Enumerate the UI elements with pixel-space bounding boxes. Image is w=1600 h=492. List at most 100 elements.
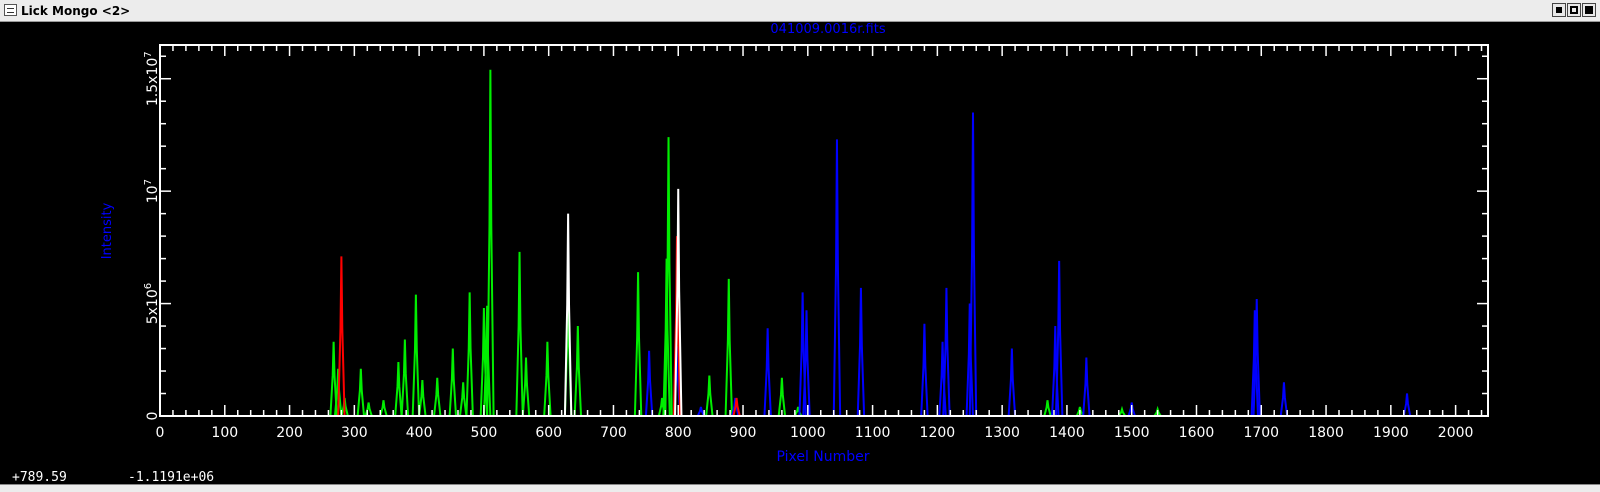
x-tick-label: 100 — [211, 425, 238, 441]
spectral-peak — [1250, 310, 1259, 417]
spectral-peak — [942, 287, 951, 417]
spectral-peak — [1153, 405, 1162, 417]
spectral-peak — [802, 310, 811, 417]
plot-frame — [159, 44, 1489, 417]
spectral-peak — [777, 377, 787, 417]
x-tick-label: 1300 — [984, 425, 1020, 441]
spectral-peak — [1007, 348, 1017, 417]
spectral-peak — [965, 303, 974, 417]
window-bottom-border — [0, 484, 1600, 492]
spectral-peak — [1082, 357, 1091, 417]
spectral-peak — [1252, 299, 1261, 417]
x-tick-label: 1900 — [1373, 425, 1409, 441]
y-tick-exponent: 6 — [143, 283, 154, 289]
x-tick-labels: 0 100 200 300 400 500 600 700 800 900 1000 1100 1200… — [156, 425, 1474, 441]
spectral-peak — [1043, 400, 1052, 417]
y-tick-mantissa: 0 — [145, 412, 161, 421]
x-tick-label: 2000 — [1438, 425, 1474, 441]
spectral-peak — [724, 278, 733, 417]
x-tick-label: 1600 — [1179, 425, 1215, 441]
x-tick-label: 0 — [156, 425, 165, 441]
spectral-peak — [1117, 405, 1127, 417]
spectral-peak — [465, 292, 474, 417]
spectral-peak — [1054, 260, 1064, 417]
x-tick-label: 200 — [276, 425, 303, 441]
spectral-peak — [1279, 382, 1289, 417]
y-tick-label: 0 — [145, 412, 161, 421]
x-tick-label: 1500 — [1114, 425, 1150, 441]
window-menu-icon[interactable] — [4, 4, 17, 16]
y-tick-label-text: 0 — [145, 412, 161, 421]
x-tick-label: 800 — [665, 425, 692, 441]
spectral-peak — [1127, 402, 1136, 417]
x-tick-label: 1200 — [920, 425, 956, 441]
spectral-peak — [329, 341, 338, 417]
spectral-peak — [379, 400, 388, 417]
y-tick-label: 107 — [143, 179, 161, 203]
spectral-peak — [920, 323, 929, 417]
y-tick-mantissa: 10 — [145, 185, 161, 203]
spectral-peak — [705, 375, 714, 417]
spectral-peak — [418, 379, 427, 417]
x-tick-label: 700 — [600, 425, 627, 441]
spectral-peak — [662, 258, 671, 417]
spectral-peak — [731, 397, 740, 417]
cursor-x-readout: +789.59 — [12, 470, 67, 485]
x-tick-label: 500 — [471, 425, 498, 441]
cursor-y-readout: -1.1191e+06 — [128, 470, 215, 485]
spectral-peak — [832, 139, 842, 417]
spectral-peak — [448, 348, 458, 417]
spectral-peak — [1402, 393, 1412, 417]
y-tick-label-text: 1.5x107 — [143, 51, 161, 106]
spectral-peak — [644, 350, 654, 417]
x-tick-label: 400 — [406, 425, 433, 441]
spectral-peak — [674, 188, 683, 417]
spectral-peak — [763, 328, 772, 417]
x-tick-label: 1000 — [790, 425, 826, 441]
spectral-peak — [633, 272, 643, 417]
y-tick-exponent: 7 — [143, 51, 154, 57]
minimize-button[interactable] — [1552, 3, 1566, 17]
x-tick-label: 600 — [535, 425, 562, 441]
spectral-peak — [732, 397, 741, 417]
spectral-peak — [521, 357, 531, 417]
spectral-peak — [458, 382, 468, 417]
x-tick-label: 1800 — [1308, 425, 1344, 441]
spectral-peak — [696, 406, 706, 417]
y-tick-label-text: 5x106 — [143, 283, 161, 324]
spectral-peak — [482, 305, 492, 417]
spectral-peak — [573, 326, 583, 417]
spectral-peak — [486, 69, 495, 417]
spectral-peak — [856, 287, 866, 417]
y-tick-label: 1.5x107 — [143, 51, 161, 106]
spectral-peak — [664, 137, 673, 417]
spectral-peak — [515, 251, 524, 417]
window-titlebar[interactable]: Lick Mongo <2> — [0, 0, 1600, 22]
maximize-button[interactable] — [1567, 3, 1581, 17]
x-axis-label: Pixel Number — [776, 449, 869, 465]
x-tick-label: 1100 — [855, 425, 891, 441]
spectral-peak — [400, 339, 410, 417]
spectral-peak — [333, 368, 343, 417]
spectral-peak — [411, 294, 421, 417]
y-tick-exponent: 7 — [143, 179, 154, 185]
spectral-peak — [1075, 406, 1084, 417]
y-tick-label-text: 107 — [143, 179, 161, 203]
y-axis-label: Intensity — [100, 202, 115, 259]
spectral-peak — [433, 377, 442, 417]
plot-border — [159, 44, 1489, 417]
x-tick-label: 300 — [341, 425, 368, 441]
close-button[interactable] — [1582, 3, 1596, 17]
spectral-peak — [394, 361, 403, 417]
spectral-peak — [543, 341, 552, 417]
chart-title: 041009.0016r.fits — [770, 22, 885, 37]
x-tick-label: 900 — [730, 425, 757, 441]
y-tick-label: 5x106 — [143, 283, 161, 324]
spectral-peak — [968, 112, 978, 417]
spectral-peak — [356, 368, 366, 417]
spectral-peak — [337, 256, 346, 417]
window-title: Lick Mongo <2> — [21, 4, 131, 18]
